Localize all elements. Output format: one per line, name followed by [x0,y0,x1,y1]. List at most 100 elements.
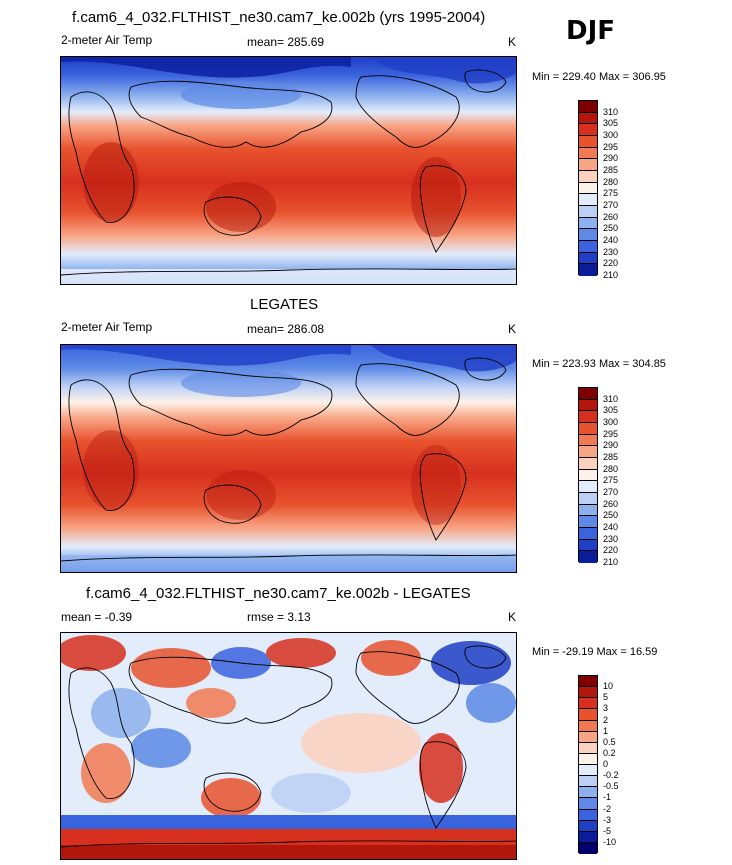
panel1-tick: 260 [603,212,619,222]
panel1-variable: 2-meter Air Temp [61,33,153,47]
panel2-colorbar-box [579,539,597,552]
panel1-mean: mean= 285.69 [247,35,325,49]
panel2-colorbar-box [579,422,597,435]
panel3-tick: -1 [603,792,612,802]
panel2-mean: mean= 286.08 [247,322,325,336]
panel1-tick: 300 [603,130,619,140]
panel3-tick: 2 [603,715,609,725]
panel1-tick: 285 [603,165,619,175]
panel3-colorbar [578,675,598,854]
panel1-tick: 230 [603,247,619,257]
panel1-title: f.cam6_4_032.FLTHIST_ne30.cam7_ke.002b (… [72,9,486,26]
panel2-map-svg [61,345,516,572]
panel1-colorbar-box [579,159,597,171]
panel1-tick: 310 [603,107,619,117]
panel2-tick: 230 [603,534,619,544]
panel1-colorbar-box [579,124,597,136]
panel2-tick: 220 [603,545,619,555]
panel2-colorbar-box [579,388,597,400]
panel2-tick: 280 [603,464,619,474]
panel3-minmax: Min = -29.19 Max = 16.59 [532,646,658,658]
panel2-variable: 2-meter Air Temp [61,320,153,334]
panel2-tick: 310 [603,394,619,404]
panel2-colorbar-box [579,527,597,540]
panel2-colorbar-box [579,481,597,493]
panel1-colorbar-box [579,135,597,148]
panel3-tick: -0.2 [603,770,619,780]
panel1-tick: 305 [603,118,619,128]
panel1-map [60,56,517,285]
panel1-map-svg [61,57,516,284]
panel2-colorbar-box [579,457,597,470]
panel3-units: K [508,610,517,624]
panel3-tick: 0.2 [603,748,616,758]
panel2-title: LEGATES [250,296,319,313]
panel3-tick: 0.5 [603,737,616,747]
panel2-tick: 210 [603,557,619,567]
panel2-units: K [508,322,517,336]
panel2-tick: 250 [603,510,619,520]
panel1-minmax: Min = 229.40 Max = 306.95 [532,71,666,83]
panel1-colorbar-box [579,182,597,195]
panel2-colorbar-box [579,492,597,505]
panel1-tick: 295 [603,142,619,152]
panel2-tick: 285 [603,452,619,462]
panel1-colorbar-box [579,252,597,265]
panel1-units: K [508,35,517,49]
panel1-tick: 210 [603,270,619,280]
panel2-colorbar-box [579,434,597,447]
panel1-colorbar-box [579,217,597,230]
panel2-colorbar-box [579,551,597,563]
panel2-tick: 275 [603,475,619,485]
panel3-colorbar-box [579,787,597,799]
panel1-colorbar-box [579,229,597,241]
panel2-tick: 300 [603,417,619,427]
panel3-map-svg [61,633,516,859]
panel2-tick: 305 [603,405,619,415]
panel1-colorbar [578,100,598,276]
panel1-colorbar-box [579,264,597,276]
panel3-tick: -2 [603,804,612,814]
panel3-colorbar-box [579,698,597,710]
panel3-colorbar-box [579,831,597,843]
panel1-tick: 220 [603,258,619,268]
panel1-colorbar-box [579,101,597,113]
panel1-colorbar-box [579,240,597,253]
panel2-minmax: Min = 223.93 Max = 304.85 [532,358,666,370]
panel3-colorbar-box [579,687,597,699]
panel3-tick: 10 [603,681,614,691]
panel1-tick: 290 [603,153,619,163]
panel3-colorbar-box [579,753,597,765]
panel3-colorbar-box [579,776,597,788]
panel3-mean: mean = -0.39 [61,610,133,624]
panel3-tick: 1 [603,726,609,736]
panel2-colorbar-box [579,399,597,412]
panel2-map [60,344,517,573]
panel2-colorbar-box [579,446,597,458]
panel1-tick: 270 [603,200,619,210]
panel2-tick: 270 [603,487,619,497]
panel2-colorbar-box [579,516,597,528]
panel3-rmse: rmse = 3.13 [247,610,311,624]
panel2-colorbar-box [579,504,597,517]
panel3-colorbar-box [579,809,597,821]
panel3-colorbar-box [579,798,597,810]
panel1-colorbar-box [579,194,597,206]
panel1-tick: 275 [603,188,619,198]
panel3-colorbar-box [579,742,597,754]
panel1-tick: 240 [603,235,619,245]
panel1-tick: 280 [603,177,619,187]
panel3-tick: 5 [603,692,609,702]
panel2-tick: 290 [603,440,619,450]
panel3-tick: 3 [603,703,609,713]
panel3-colorbar-box [579,709,597,721]
panel3-title: f.cam6_4_032.FLTHIST_ne30.cam7_ke.002b -… [86,585,471,602]
panel2-colorbar-box [579,469,597,482]
panel3-tick: -10 [603,837,617,847]
panel3-tick: 0 [603,759,609,769]
panel1-tick: 250 [603,223,619,233]
panel3-colorbar-box [579,676,597,688]
panel3-colorbar-box [579,720,597,732]
panel2-tick: 240 [603,522,619,532]
panel3-colorbar-box [579,820,597,832]
